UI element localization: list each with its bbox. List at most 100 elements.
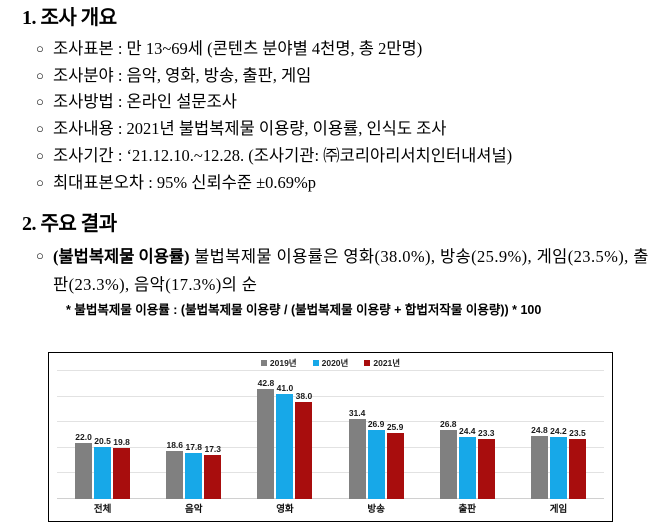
bar-영화-2021년[interactable]: 38.0	[295, 391, 313, 499]
category-label-방송: 방송	[367, 504, 385, 515]
bar-slot: 18.6	[166, 371, 184, 499]
bar-slot: 17.8	[185, 371, 203, 499]
bar-출판-2019년[interactable]: 26.8	[439, 419, 457, 499]
footnote-text: * 불법복제물 이용률 : (불법복제물 이용량 / (불법복제물 이용량 + …	[66, 303, 542, 318]
chart-gridlines	[57, 370, 604, 499]
bar-slot: 24.2	[549, 371, 567, 499]
bar-slot: 22.0	[75, 371, 93, 499]
bar-slot: 41.0	[276, 371, 294, 499]
bar-value-label: 18.6	[166, 440, 184, 451]
bullet-circle-icon: ○	[36, 121, 44, 137]
bar-value-label: 23.3	[477, 428, 495, 439]
bullet-circle-icon: ○	[36, 174, 44, 190]
bar-출판-2020년[interactable]: 24.4	[458, 426, 476, 499]
list-item: ○ 조사기간 : ‘21.12.10.~12.28. (조사기관: ㈜코리아리서…	[36, 143, 650, 170]
bar-음악-2021년[interactable]: 17.3	[204, 444, 222, 499]
bar-slot: 26.9	[367, 371, 385, 499]
chart-category-axis: 전체 음악 영화 방송 출판 게임	[57, 501, 604, 519]
bar-slot: 42.8	[257, 371, 275, 499]
bar-방송-2020년[interactable]: 26.9	[367, 419, 385, 499]
main-result-item: ○ (불법복제물 이용률) 불법복제물 이용률은 영화(38.0%), 방송(2…	[36, 243, 650, 298]
bar-영화-2020년[interactable]: 41.0	[276, 383, 294, 499]
gridline	[57, 446, 604, 448]
category-label-음악: 음악	[185, 504, 203, 515]
section-heading-2: 2. 주요 결과	[22, 213, 117, 236]
list-item-text: 조사기간 : ‘21.12.10.~12.28. (조사기관: ㈜코리아리서치인…	[53, 145, 513, 165]
bar-value-label: 26.8	[439, 419, 457, 430]
bar-value-label: 24.2	[550, 426, 567, 437]
list-item: ○ 조사내용 : 2021년 불법복제물 이용량, 이용률, 인식도 조사	[36, 116, 650, 143]
bar-value-label: 23.5	[569, 427, 586, 438]
bar-value-label: 26.9	[367, 419, 385, 430]
bar-음악-2019년[interactable]: 18.6	[166, 440, 184, 499]
bar-게임-2021년[interactable]: 23.5	[568, 428, 586, 499]
bar-value-label: 38.0	[295, 390, 313, 401]
bar-slot: 24.4	[458, 371, 476, 499]
chart-bar-groups: 22.0 20.5 19.8 18.6 17.8 17.3 42.8 41.0 38.0 31.4…	[57, 371, 604, 499]
chart-legend: 2019년 2020년 2021년	[49, 357, 612, 369]
list-item-text: 조사분야 : 음악, 영화, 방송, 출판, 게임	[53, 65, 312, 85]
bar-value-label: 31.4	[348, 407, 366, 418]
bar-게임-2019년[interactable]: 24.8	[530, 425, 548, 499]
legend-label-2019: 2019년	[269, 358, 297, 368]
legend-label-2020: 2020년	[321, 358, 349, 368]
bar-value-label: 20.5	[94, 435, 111, 446]
gridline	[57, 395, 604, 397]
bar-group: 26.8 24.4 23.3	[422, 371, 513, 499]
gridline	[57, 370, 604, 371]
legend-entry-2021: 2021년	[364, 357, 400, 369]
bar-slot: 19.8	[113, 371, 131, 499]
main-result-text: (불법복제물 이용률) 불법복제물 이용률은 영화(38.0%), 방송(25.…	[53, 243, 650, 298]
bar-slot: 23.3	[477, 371, 495, 499]
bar-방송-2019년[interactable]: 31.4	[348, 408, 366, 499]
bar-slot: 26.8	[439, 371, 457, 499]
bar-영화-2019년[interactable]: 42.8	[257, 378, 275, 499]
bar-slot: 17.3	[204, 371, 222, 499]
bar-value-label: 25.9	[386, 421, 404, 432]
bar-전체-2020년[interactable]: 20.5	[94, 436, 112, 499]
bar-value-label: 24.4	[458, 425, 476, 436]
result-lead-label: (불법복제물 이용률)	[53, 247, 190, 267]
list-item-text: 최대표본오차 : 95% 신뢰수준 ±0.69%p	[53, 172, 317, 192]
bar-value-label: 42.8	[257, 378, 275, 389]
bar-slot: 25.9	[386, 371, 404, 499]
bar-group: 18.6 17.8 17.3	[148, 371, 239, 499]
gridline	[57, 472, 604, 474]
list-item-text: 조사표본 : 만 13~69세 (콘텐츠 분야별 4천명, 총 2만명)	[53, 39, 423, 58]
bar-slot: 24.8	[530, 371, 548, 499]
list-item: ○ 조사방법 : 온라인 설문조사	[36, 89, 650, 116]
bullet-circle-icon: ○	[36, 248, 44, 264]
chart-plot-area: 22.0 20.5 19.8 18.6 17.8 17.3 42.8 41.0 38.0 31.4…	[57, 370, 604, 499]
bar-음악-2020년[interactable]: 17.8	[185, 442, 203, 499]
bar-방송-2021년[interactable]: 25.9	[386, 422, 404, 499]
gridline	[57, 498, 604, 499]
result-body-text: 불법복제물 이용률은 영화(38.0%), 방송(25.9%), 게임(23.5…	[53, 247, 649, 294]
bar-출판-2021년[interactable]: 23.3	[477, 428, 495, 499]
list-item: ○ 조사분야 : 음악, 영화, 방송, 출판, 게임	[36, 63, 650, 90]
bar-value-label: 41.0	[276, 383, 294, 394]
bar-게임-2020년[interactable]: 24.2	[549, 426, 567, 499]
category-label-전체: 전체	[93, 504, 112, 515]
category-label-게임: 게임	[549, 504, 568, 515]
bar-value-label: 22.0	[75, 431, 92, 442]
bar-value-label: 17.3	[204, 443, 222, 454]
bar-slot: 31.4	[348, 371, 366, 499]
bar-slot: 38.0	[295, 371, 313, 499]
bar-group: 24.8 24.2 23.5	[513, 371, 604, 499]
bullet-circle-icon: ○	[36, 41, 44, 56]
bar-slot: 23.5	[568, 371, 586, 499]
legend-label-2021: 2021년	[373, 358, 401, 368]
bar-전체-2021년[interactable]: 19.8	[113, 437, 131, 499]
list-item: ○ 조사표본 : 만 13~69세 (콘텐츠 분야별 4천명, 총 2만명)	[36, 36, 650, 63]
category-label-출판: 출판	[458, 504, 477, 515]
bar-slot: 20.5	[94, 371, 112, 499]
bullet-circle-icon: ○	[36, 147, 44, 163]
bar-group: 22.0 20.5 19.8	[57, 371, 148, 499]
list-item-text: 조사방법 : 온라인 설문조사	[53, 92, 237, 112]
bar-value-label: 17.8	[185, 442, 203, 453]
bar-value-label: 19.8	[113, 437, 130, 448]
bar-전체-2019년[interactable]: 22.0	[75, 432, 93, 499]
bar-value-label: 24.8	[531, 424, 548, 435]
category-label-영화: 영화	[276, 504, 294, 515]
